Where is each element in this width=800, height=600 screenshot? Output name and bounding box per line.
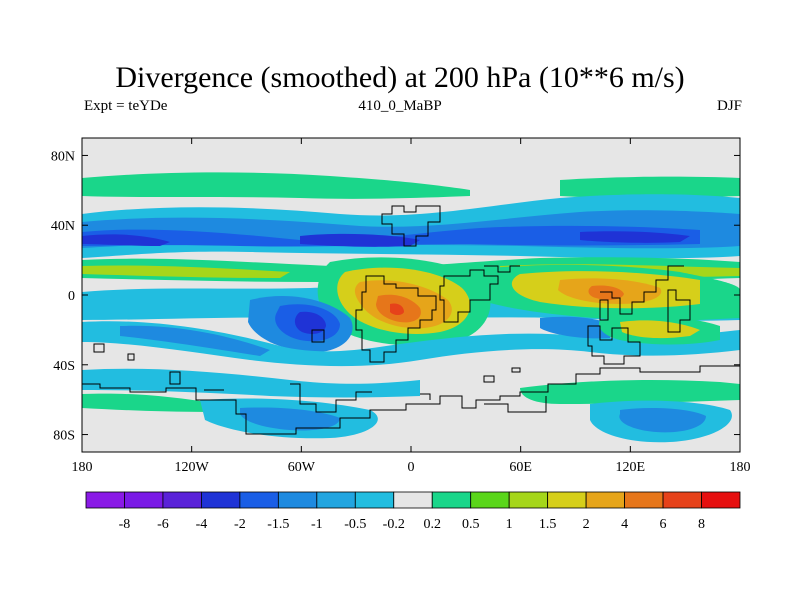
contour-field: [82, 172, 740, 443]
x-tick-label: 0: [408, 460, 415, 475]
y-tick-label: 80S: [53, 429, 75, 444]
legend-label: 4: [621, 517, 628, 532]
x-tick-label: 60E: [509, 460, 532, 475]
contour-darkblue-30n: [82, 225, 700, 247]
legend-swatch: [701, 491, 741, 509]
contour-green-60s: [82, 380, 740, 412]
map-axes: 180 120W 60W 0 60E 120E 180 80N 40N 0 40S 80S: [51, 138, 751, 475]
coastline-antarctica: [82, 365, 740, 435]
coastline-south-america: [355, 275, 437, 363]
legend-swatch: [585, 491, 625, 509]
coastlines: [82, 205, 740, 435]
legend-swatch: [662, 491, 702, 509]
y-tick-label: 80N: [51, 149, 75, 164]
coastline-maritime: [599, 289, 691, 333]
coastline-asia: [484, 265, 684, 315]
legend-label: 2: [583, 517, 590, 532]
legend-label: -2: [234, 517, 246, 532]
chart-title: Divergence (smoothed) at 200 hPa (10**6 …: [115, 61, 685, 94]
color-legend: -8 -6 -4 -2 -1.5 -1 -0.5 -0.2 0.2 0.5 1 1.5 2 4 6 8: [85, 491, 741, 532]
legend-label: 0.5: [462, 517, 480, 532]
legend-label: -8: [119, 517, 131, 532]
legend-swatch: [316, 491, 356, 509]
legend-label: -4: [196, 517, 208, 532]
x-tick-label: 180: [72, 460, 93, 475]
contour-darkorange-io: [588, 285, 624, 301]
y-tick-label: 40N: [51, 219, 75, 234]
season-label: DJF: [716, 98, 742, 114]
experiment-label: Expt = teYDe: [84, 98, 168, 114]
legend-swatch: [624, 491, 664, 509]
legend-swatch: [201, 491, 241, 509]
legend-label: 1.5: [539, 517, 557, 532]
y-tick-label: 40S: [53, 359, 75, 374]
x-tick-label: 180: [730, 460, 751, 475]
contour-green-north: [82, 172, 470, 199]
legend-swatch: [277, 491, 318, 509]
contour-blue-70s: [240, 407, 706, 433]
legend-label: 6: [660, 517, 667, 532]
contour-lightblue-70s: [200, 398, 732, 443]
contour-blue-20s: [120, 316, 620, 356]
contour-green-north-east: [560, 176, 740, 199]
contour-navy-30n: [82, 231, 690, 247]
legend-label: -6: [157, 517, 169, 532]
legend-swatch: [239, 491, 279, 509]
legend-swatch: [393, 491, 433, 509]
legend-swatch: [508, 491, 549, 509]
x-tick-label: 120E: [616, 460, 646, 475]
legend-label: -0.5: [344, 517, 366, 532]
legend-label: 0.2: [423, 517, 441, 532]
legend-label: -1: [311, 517, 323, 532]
coastline-africa: [439, 269, 499, 323]
legend-swatch: [431, 491, 472, 509]
period-label: 410_0_MaBP: [358, 98, 442, 114]
contour-red-sa: [390, 303, 404, 315]
contour-lightblue-20s: [82, 321, 740, 367]
x-tick-label: 120W: [175, 460, 210, 475]
legend-swatch: [470, 491, 510, 509]
x-tick-label: 60W: [288, 460, 316, 475]
legend-swatch: [547, 491, 587, 509]
legend-label: -1.5: [267, 517, 289, 532]
legend-swatch: [162, 491, 202, 509]
legend-swatch: [85, 491, 125, 509]
legend-swatch: [354, 491, 395, 509]
legend-label: -0.2: [383, 517, 405, 532]
legend-label: 8: [698, 517, 705, 532]
contour-navy-epac: [294, 311, 326, 334]
coastline-australia: [587, 325, 641, 365]
legend-label: 1: [506, 517, 513, 532]
coastline-north-america: [381, 205, 441, 247]
coastline-pacific-islands: [93, 329, 521, 385]
legend-swatch: [124, 491, 164, 509]
y-tick-label: 0: [68, 289, 75, 304]
